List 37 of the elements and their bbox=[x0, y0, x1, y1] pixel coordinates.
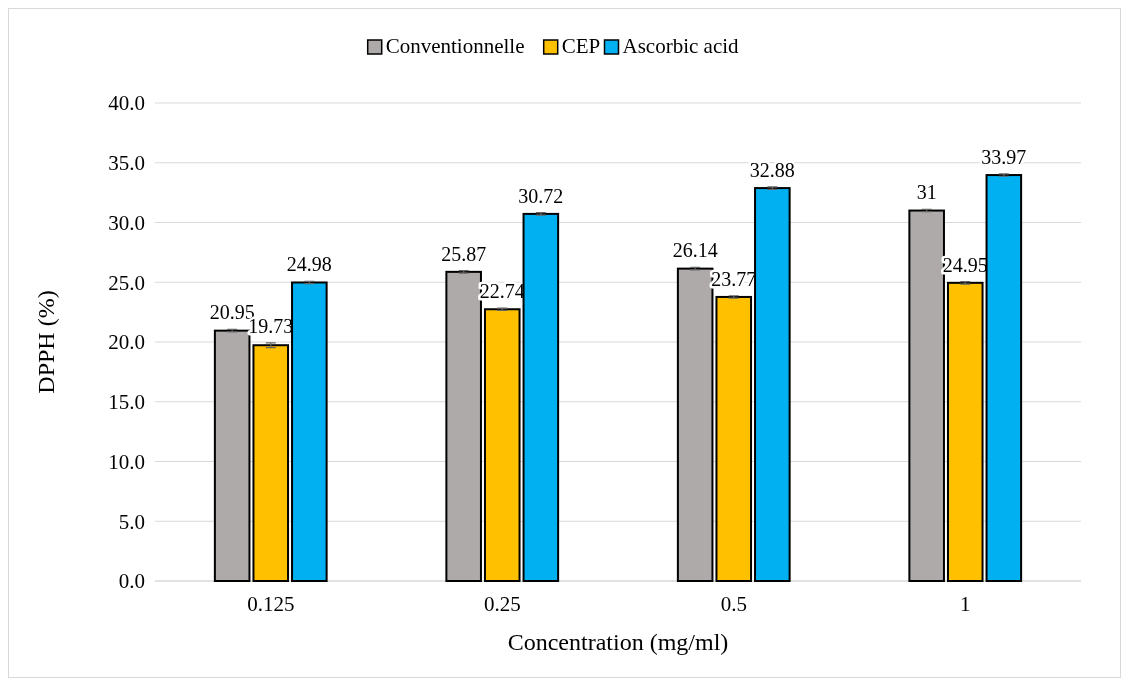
y-tick-label: 5.0 bbox=[118, 509, 145, 534]
data-label: 33.97 bbox=[981, 145, 1027, 168]
bar bbox=[522, 212, 560, 582]
bar bbox=[715, 295, 753, 582]
bar bbox=[252, 344, 290, 582]
bar bbox=[213, 329, 251, 582]
x-tick-label: 0.25 bbox=[483, 592, 521, 616]
y-tick-label: 10.0 bbox=[108, 449, 145, 474]
x-tick-label: 0.125 bbox=[247, 592, 295, 616]
bar bbox=[483, 308, 521, 582]
data-label: 26.14 bbox=[672, 239, 718, 262]
y-tick-label: 30.0 bbox=[108, 210, 145, 235]
data-label: 31 bbox=[916, 181, 937, 204]
y-tick-label: 35.0 bbox=[108, 151, 145, 176]
legend-label: Ascorbic acid bbox=[622, 34, 740, 58]
data-label: 25.87 bbox=[441, 242, 487, 265]
bar bbox=[291, 281, 328, 582]
bar bbox=[445, 270, 482, 582]
legend-label: Conventionnelle bbox=[385, 34, 525, 58]
data-label: 24.98 bbox=[286, 253, 332, 276]
y-tick-label: 25.0 bbox=[108, 270, 145, 295]
x-tick-label: 0.5 bbox=[720, 592, 747, 616]
bar bbox=[676, 267, 714, 582]
y-axis-title: DPPH (%) bbox=[33, 290, 59, 394]
legend-label: CEP bbox=[561, 34, 601, 58]
data-label: 30.72 bbox=[518, 184, 564, 207]
x-axis-title: Concentration (mg/ml) bbox=[507, 629, 729, 655]
bar bbox=[946, 281, 984, 582]
bar bbox=[908, 209, 945, 582]
y-tick-label: 40.0 bbox=[108, 91, 145, 116]
y-tick-label: 0.0 bbox=[118, 569, 145, 594]
bar bbox=[754, 187, 791, 582]
data-label: 32.88 bbox=[749, 158, 795, 181]
x-tick-label: 1 bbox=[960, 592, 971, 616]
bar bbox=[985, 174, 1023, 582]
y-tick-label: 20.0 bbox=[108, 330, 145, 355]
y-tick-label: 15.0 bbox=[108, 390, 145, 415]
